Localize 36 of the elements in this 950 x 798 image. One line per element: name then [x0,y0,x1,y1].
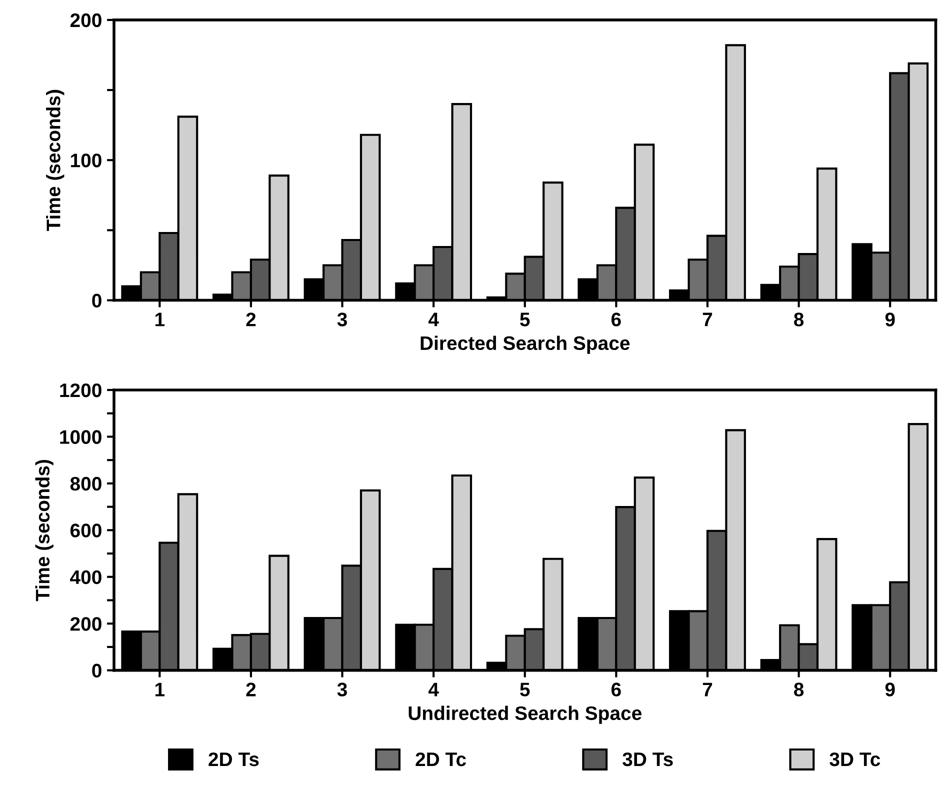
y-tick-label: 800 [70,476,102,491]
legend-label: 3D Ts [622,752,673,766]
x-tick-label: 8 [794,312,804,326]
y-axis-title: Time (seconds) [35,460,54,602]
x-tick-label: 5 [520,312,530,326]
x-axis-title: Directed Search Space [420,336,630,354]
x-tick-label: 7 [702,312,712,326]
x-tick-label: 3 [337,312,347,326]
x-tick-label: 3 [337,682,347,696]
y-tick-label: 200 [70,617,102,631]
y-tick-label: 0 [92,294,102,308]
y-tick-label: 600 [70,524,102,538]
x-tick-label: 9 [885,312,895,326]
legend-label: 2D Tc [416,752,466,766]
x-axis-title: Undirected Search Space [408,706,642,724]
x-tick-label: 4 [428,312,439,326]
y-tick-label: 1000 [60,430,102,444]
legend-label: 2D Ts [208,752,259,766]
x-tick-label: 8 [794,682,804,696]
x-tick-label: 5 [520,682,530,696]
y-tick-label: 0 [92,664,102,678]
x-tick-label: 7 [702,682,712,696]
x-tick-label: 1 [155,312,165,326]
y-tick-label: 400 [70,570,102,584]
legend-label: 3D Tc [830,752,880,766]
x-tick-label: 1 [155,682,165,696]
x-tick-label: 2 [246,682,256,696]
y-axis-title: Time (seconds) [46,90,64,232]
x-tick-label: 4 [428,682,439,696]
x-tick-label: 6 [611,312,621,326]
x-tick-label: 9 [885,682,895,696]
x-tick-label: 2 [246,312,256,326]
x-tick-label: 6 [611,682,621,696]
y-tick-label: 200 [70,13,102,28]
y-tick-label: 100 [70,154,102,168]
y-tick-label: 1200 [60,383,102,398]
